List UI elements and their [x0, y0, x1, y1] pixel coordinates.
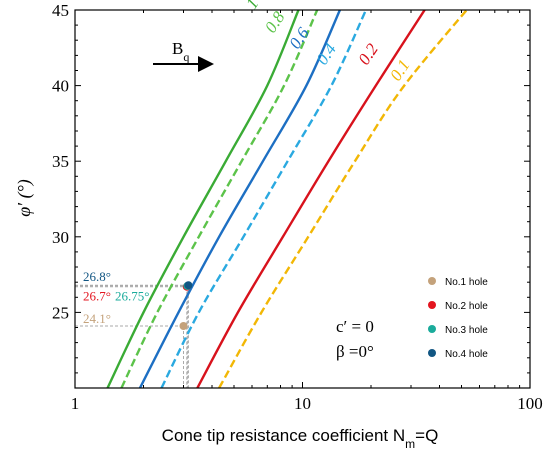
legend-marker-hole-3	[428, 325, 436, 333]
legend-label-hole-4: No.4 hole	[445, 349, 488, 360]
point-labels: 24.1° 26.7° 26.75° 26.8°	[83, 269, 149, 326]
legend-marker-hole-1	[428, 277, 436, 285]
data-points	[179, 281, 193, 330]
y-axis-ticks: 25 30 35 40 45	[52, 1, 530, 389]
series-lines	[106, 10, 469, 388]
series-line-0-8	[120, 10, 319, 388]
condition-cohesion: c′ = 0	[336, 317, 374, 336]
bq-label-main: B	[172, 39, 183, 58]
point-label-hole-1: 24.1°	[83, 311, 111, 326]
x-tick-label: 100	[517, 394, 543, 413]
y-tick-label: 40	[52, 77, 69, 96]
point-hole-1	[179, 322, 188, 330]
series-line-0-6	[138, 10, 341, 388]
legend-label-hole-3: No.3 hole	[445, 325, 488, 336]
series-label-0-8: 0.8	[261, 8, 289, 37]
point-label-hole-3: 26.75°	[115, 289, 149, 304]
y-tick-label: 35	[52, 152, 69, 171]
series-label-0-2: 0.2	[354, 40, 382, 69]
point-label-hole-4: 26.8°	[83, 269, 111, 284]
point-label-hole-2: 26.7°	[83, 289, 111, 304]
point-hole-4	[184, 281, 193, 290]
x-tick-label: 10	[294, 394, 311, 413]
x-tick-label: 1	[71, 394, 80, 413]
reference-lines	[75, 284, 189, 388]
y-tick-label: 30	[52, 228, 69, 247]
x-axis-label-main: Cone tip resistance coefficient N	[162, 426, 405, 445]
legend: No.1 hole No.2 hole No.3 hole No.4 hole	[428, 277, 488, 360]
series-line-0-1	[218, 10, 469, 388]
condition-beta: β =0°	[336, 342, 374, 361]
x-axis-label-tail: =Q	[415, 426, 438, 445]
x-axis-label-sub: m	[405, 437, 415, 451]
y-tick-label: 45	[52, 1, 69, 20]
legend-label-hole-1: No.1 hole	[445, 277, 488, 288]
series-line-1	[106, 10, 300, 388]
legend-marker-hole-4	[428, 349, 436, 357]
y-tick-label: 25	[52, 303, 69, 322]
y-axis-label: φ′ (°)	[14, 179, 35, 217]
x-axis-label: Cone tip resistance coefficient Nm=Q	[162, 426, 439, 451]
bq-arrow-label: Bq	[172, 39, 189, 64]
legend-label-hole-2: No.2 hole	[445, 301, 488, 312]
series-line-0-4	[160, 10, 368, 388]
bq-arrow: Bq	[153, 39, 214, 72]
bq-label-sub: q	[183, 50, 189, 64]
legend-marker-hole-2	[428, 301, 436, 309]
x-axis-ticks: 1 10 100	[71, 10, 543, 413]
series-label-0-6: 0.6	[285, 24, 313, 53]
series-line-0-2	[196, 10, 427, 388]
